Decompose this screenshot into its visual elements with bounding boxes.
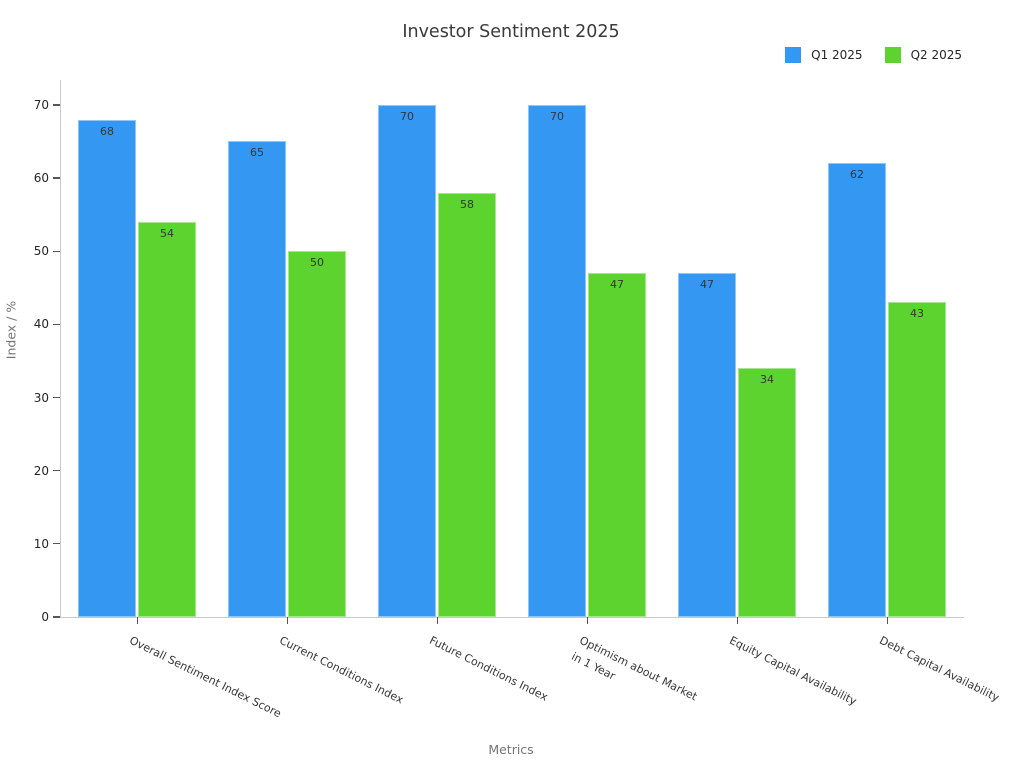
y-tick-label: 50	[33, 244, 49, 259]
bar-value-label: 58	[460, 197, 474, 211]
bar-value-label: 34	[760, 373, 774, 387]
bar: 62	[828, 163, 886, 617]
y-tick-mark	[53, 396, 60, 399]
y-tick-label: 0	[41, 610, 49, 624]
y-tick-mark	[53, 470, 60, 472]
bar-value-label: 68	[100, 124, 114, 138]
x-tick-mark	[136, 617, 139, 624]
x-tick-mark	[586, 617, 589, 624]
bar-value-label: 47	[700, 278, 714, 292]
bar-value-label: 54	[160, 226, 174, 240]
bar: 54	[138, 221, 196, 617]
y-tick-label: 70	[33, 97, 49, 112]
bar: 58	[438, 192, 496, 617]
bar: 70	[528, 104, 586, 617]
legend-label: Q1 2025	[811, 48, 863, 62]
bar: 47	[588, 273, 646, 617]
bar-value-label: 62	[850, 168, 864, 182]
y-tick-label: 10	[33, 536, 49, 551]
bar: 43	[888, 302, 946, 617]
y-tick-mark	[53, 250, 60, 252]
legend: Q1 2025 Q2 2025	[785, 47, 962, 63]
y-tick-mark	[53, 177, 60, 179]
y-tick-mark	[53, 543, 60, 545]
x-tick-label: Future Conditions Index	[426, 633, 550, 704]
bar: 34	[738, 368, 796, 617]
x-axis-label: Metrics	[488, 742, 534, 757]
bar: 68	[78, 119, 136, 617]
y-tick-label: 20	[33, 463, 49, 478]
legend-swatch	[884, 47, 901, 63]
y-tick-mark	[53, 323, 60, 325]
y-tick-label: 60	[33, 171, 49, 186]
y-tick-mark	[53, 104, 60, 106]
bar-value-label: 47	[610, 278, 624, 292]
x-tick-label: Current Conditions Index	[276, 633, 406, 707]
x-tick-mark	[286, 617, 289, 624]
x-tick-mark	[736, 617, 739, 624]
x-tick-label: Overall Sentiment Index Score	[126, 633, 283, 721]
bar-value-label: 70	[400, 109, 414, 123]
plot-area: 0 10 20 30 40 50 60 70 Overall Sentiment Index S…	[34, 80, 1001, 720]
bar-value-label: 70	[550, 109, 564, 123]
bar: 47	[678, 273, 736, 617]
legend-item-q1-2025: Q1 2025	[785, 47, 863, 63]
legend-item-q2-2025: Q2 2025	[884, 47, 962, 63]
x-tick-label: Equity Capital Availability	[726, 633, 859, 709]
x-tick-label: Optimism about Market in 1 Year	[568, 633, 699, 704]
y-tick-label: 30	[33, 390, 49, 405]
y-tick-mark	[53, 616, 60, 618]
y-tick-label: 40	[33, 317, 49, 332]
chart-title: Investor Sentiment 2025	[402, 22, 620, 42]
x-tick-mark	[886, 617, 889, 624]
bar: 70	[378, 104, 436, 617]
bar: 65	[228, 141, 286, 617]
bar-value-label: 50	[310, 256, 324, 270]
bar: 50	[288, 251, 346, 617]
legend-label: Q2 2025	[910, 48, 962, 62]
bar-value-label: 43	[910, 307, 924, 321]
x-tick-mark	[436, 617, 439, 624]
x-tick-label: Debt Capital Availability	[876, 633, 1001, 705]
legend-swatch	[785, 47, 802, 63]
bar-value-label: 65	[250, 146, 264, 160]
